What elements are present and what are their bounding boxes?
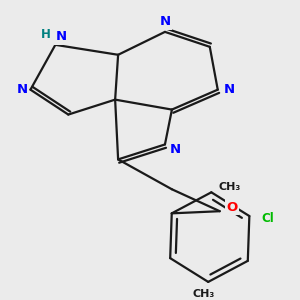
Text: N: N (56, 30, 67, 44)
Text: H: H (40, 28, 50, 41)
Text: CH₃: CH₃ (218, 182, 240, 192)
Text: N: N (169, 143, 181, 156)
Text: CH₃: CH₃ (192, 289, 214, 299)
Text: N: N (17, 83, 28, 96)
Text: Cl: Cl (261, 212, 274, 225)
Text: N: N (159, 15, 170, 28)
Text: N: N (224, 83, 235, 96)
Text: O: O (226, 201, 237, 214)
